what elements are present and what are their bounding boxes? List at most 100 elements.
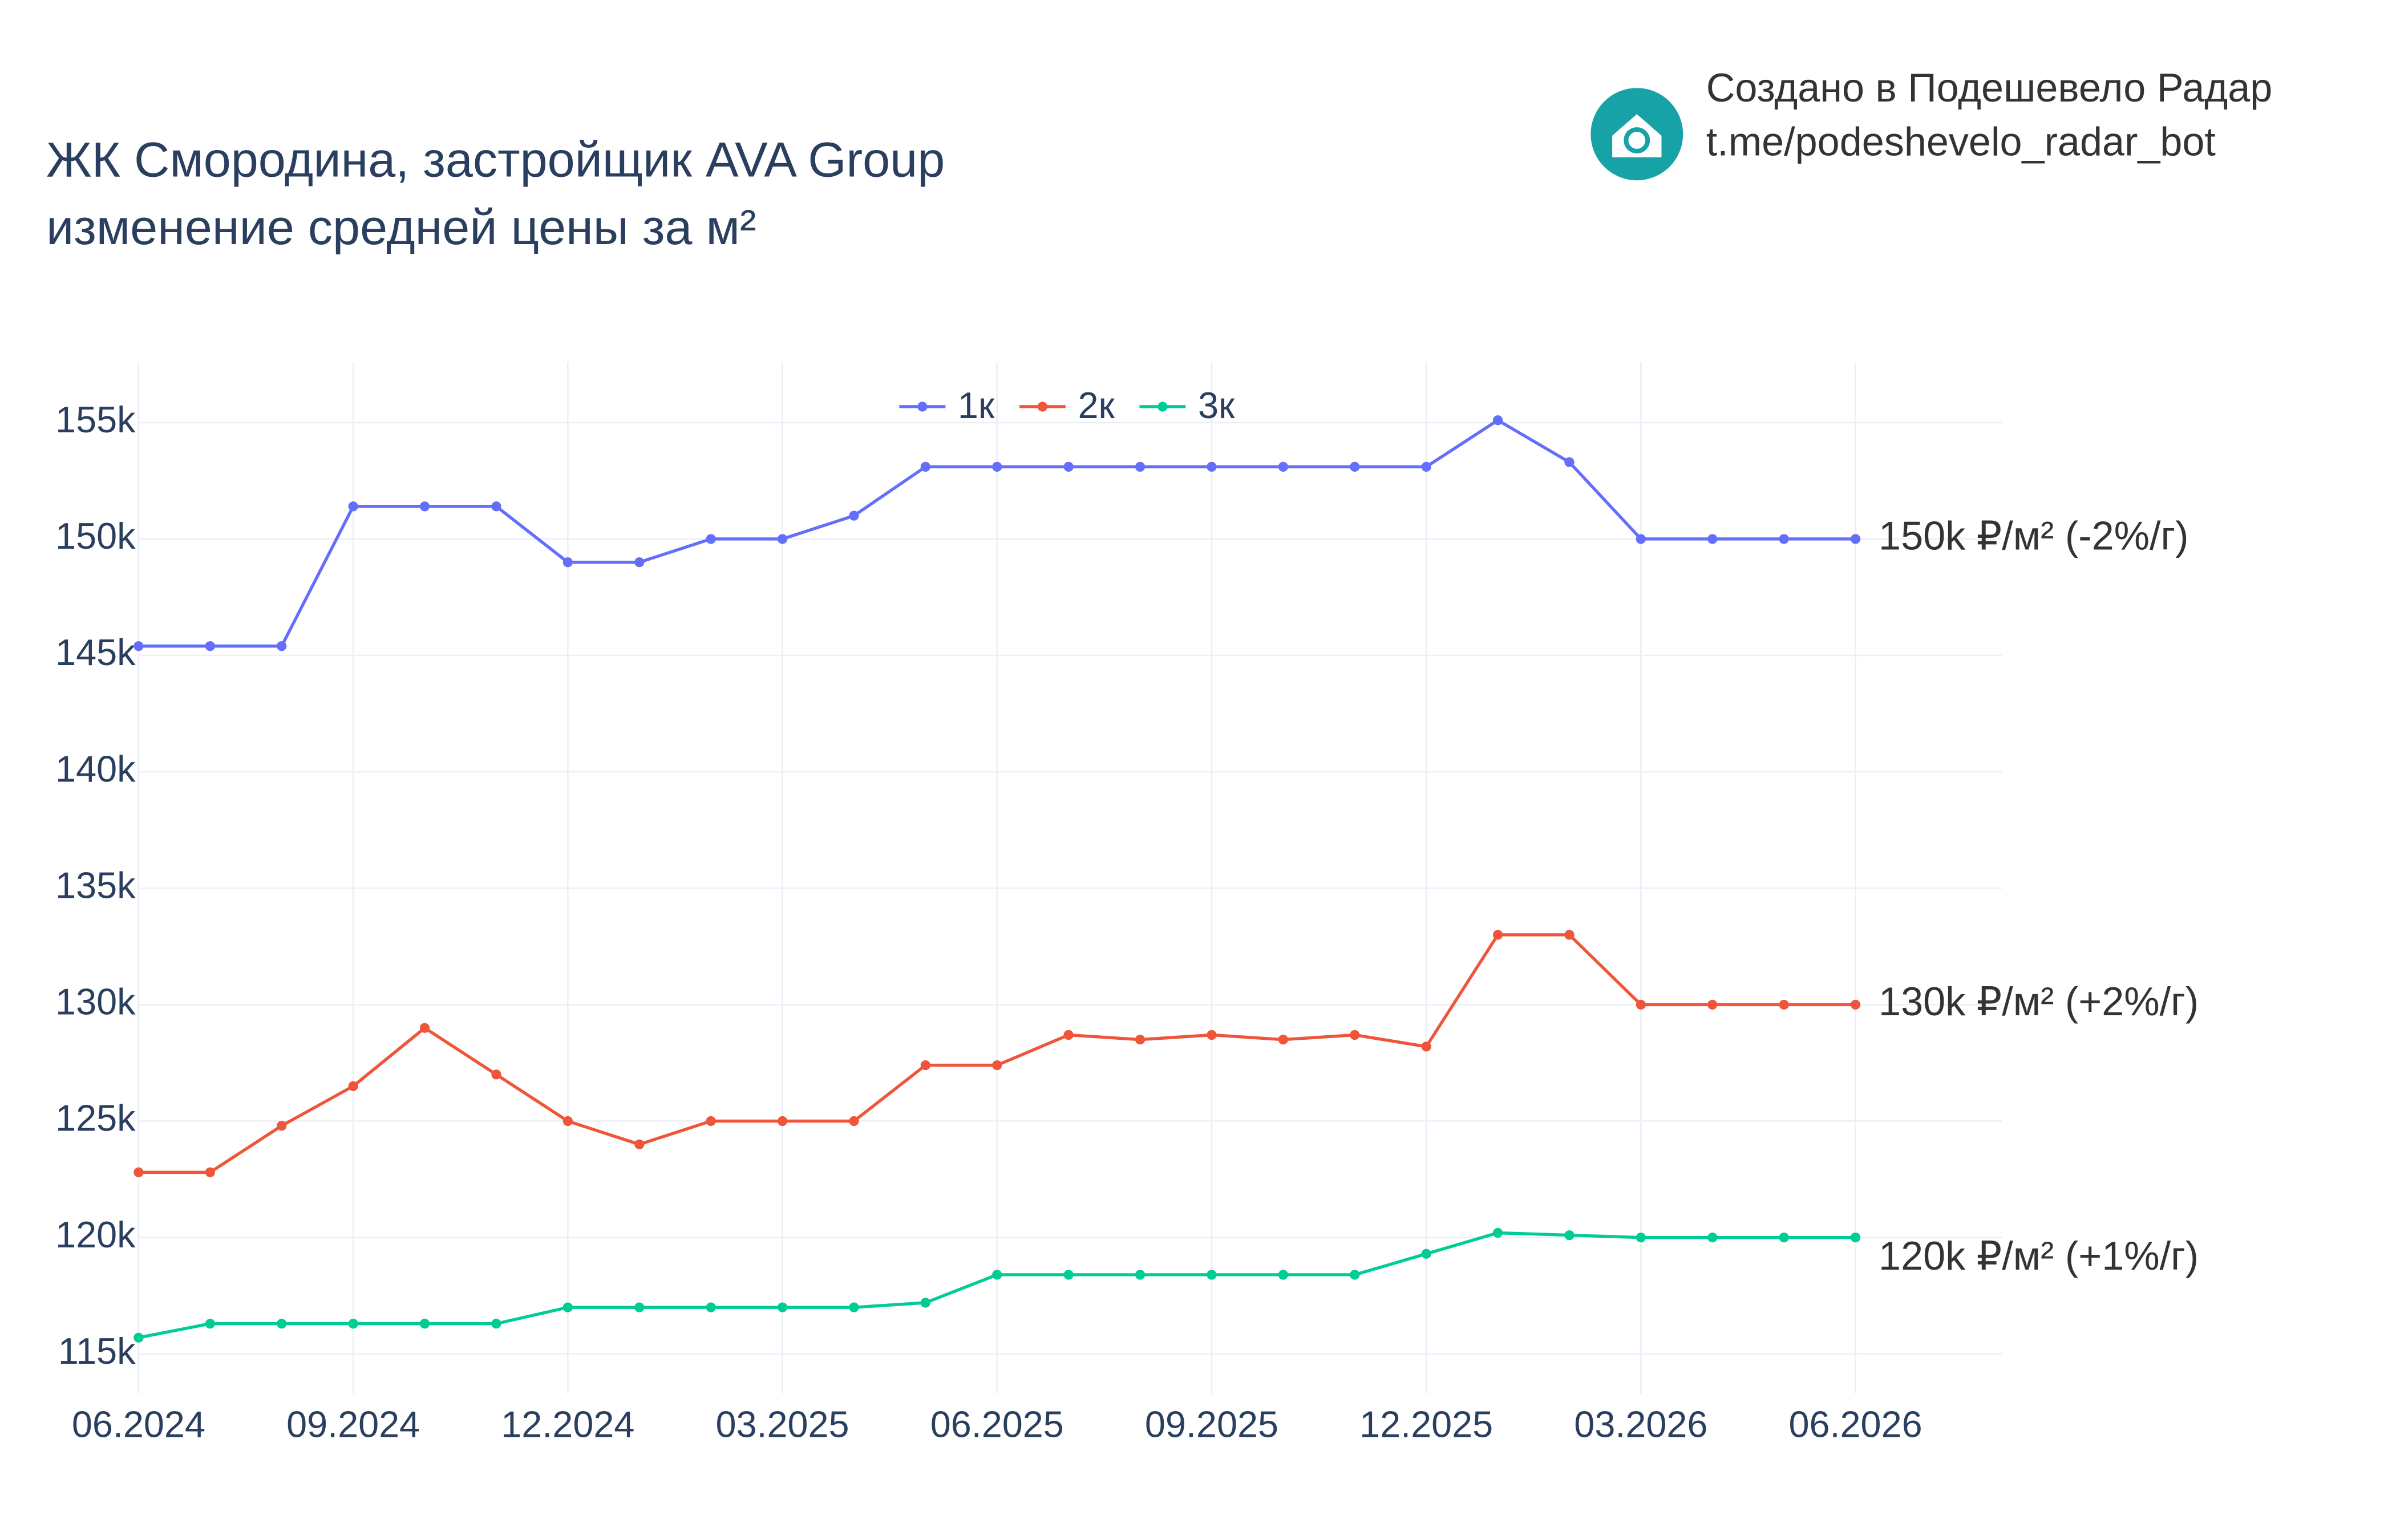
legend-label: 2к	[1078, 384, 1115, 426]
data-point	[1707, 999, 1718, 1010]
data-point	[419, 1023, 430, 1033]
data-point	[419, 1319, 430, 1329]
data-point	[1850, 534, 1861, 544]
data-point	[1421, 1041, 1431, 1052]
data-point	[1779, 999, 1789, 1010]
logo-house	[1612, 114, 1662, 157]
data-point	[1350, 461, 1360, 472]
data-point	[634, 557, 645, 568]
logo-gauge	[1624, 127, 1650, 153]
data-point	[1707, 534, 1718, 544]
data-point	[133, 641, 144, 651]
data-point	[706, 1302, 716, 1312]
data-point	[1350, 1270, 1360, 1280]
data-point	[205, 1167, 215, 1178]
data-point	[1207, 1270, 1217, 1280]
x-tick-label: 03.2025	[715, 1404, 849, 1445]
data-point	[920, 1298, 930, 1308]
data-point	[777, 1302, 788, 1312]
data-point	[348, 1081, 358, 1091]
legend-label: 3к	[1198, 384, 1235, 426]
data-point	[277, 1319, 287, 1329]
data-point	[849, 1116, 859, 1126]
data-point	[992, 1270, 1002, 1280]
x-tick-label: 06.2026	[1789, 1404, 1923, 1445]
x-tick-label: 09.2025	[1145, 1404, 1278, 1445]
data-point	[1063, 1030, 1074, 1040]
x-tick-label: 06.2025	[930, 1404, 1064, 1445]
legend: 1к 2к 3к	[899, 384, 1235, 426]
data-point	[634, 1139, 645, 1150]
data-point	[1492, 1227, 1503, 1238]
data-point	[1421, 461, 1431, 472]
data-point	[1636, 534, 1646, 544]
legend-marker	[1157, 402, 1168, 412]
data-point	[706, 1116, 716, 1126]
data-point	[1063, 461, 1074, 472]
data-point	[1278, 1035, 1288, 1045]
data-point	[1278, 1270, 1288, 1280]
legend-marker	[917, 402, 928, 412]
logo	[1590, 88, 1683, 181]
data-point	[1779, 534, 1789, 544]
data-point	[1564, 930, 1575, 940]
data-point	[1350, 1030, 1360, 1040]
data-point	[1421, 1249, 1431, 1259]
x-tick-label: 12.2024	[501, 1404, 634, 1445]
data-point	[133, 1332, 144, 1343]
end-label: 150k ₽/м² (-2%/г)	[1879, 513, 2188, 558]
y-tick-label: 145k	[55, 631, 136, 673]
data-point	[1135, 1035, 1146, 1045]
data-point	[277, 1121, 287, 1131]
y-tick-label: 155k	[55, 399, 136, 440]
data-point	[1278, 461, 1288, 472]
data-point	[1564, 457, 1575, 467]
data-point	[562, 1302, 573, 1312]
data-point	[849, 1302, 859, 1312]
branding-line: t.me/podeshevelo_radar_bot	[1706, 119, 2216, 164]
data-point	[992, 461, 1002, 472]
data-point	[1636, 999, 1646, 1010]
x-tick-label: 03.2026	[1574, 1404, 1707, 1445]
data-point	[1135, 1270, 1146, 1280]
legend-marker	[1037, 402, 1048, 412]
x-tick-label: 12.2025	[1359, 1404, 1493, 1445]
data-point	[920, 461, 930, 472]
data-point	[634, 1302, 645, 1312]
data-point	[1636, 1233, 1646, 1243]
y-tick-label: 120k	[55, 1214, 136, 1255]
branding-line: Создано в Подешевело Радар	[1706, 65, 2273, 110]
data-point	[1850, 1233, 1861, 1243]
data-point	[562, 557, 573, 568]
data-point	[1707, 1233, 1718, 1243]
data-point	[419, 501, 430, 512]
data-point	[1207, 461, 1217, 472]
data-point	[277, 641, 287, 651]
data-point	[777, 534, 788, 544]
data-point	[348, 1319, 358, 1329]
y-tick-label: 130k	[55, 981, 136, 1023]
data-point	[205, 1319, 215, 1329]
data-point	[348, 501, 358, 512]
data-point	[1207, 1030, 1217, 1040]
chart-title: ЖК Смородина, застройщик AVA Group	[46, 132, 945, 187]
data-point	[491, 1319, 501, 1329]
y-tick-label: 125k	[55, 1097, 136, 1139]
data-point	[1564, 1230, 1575, 1241]
data-point	[1492, 930, 1503, 940]
data-point	[205, 641, 215, 651]
data-point	[1850, 999, 1861, 1010]
data-point	[1135, 461, 1146, 472]
data-point	[992, 1060, 1002, 1071]
y-tick-label: 140k	[55, 748, 136, 789]
x-tick-label: 09.2024	[286, 1404, 420, 1445]
data-point	[849, 510, 859, 521]
data-point	[1779, 1233, 1789, 1243]
data-point	[133, 1167, 144, 1178]
data-point	[491, 1069, 501, 1080]
y-tick-label: 115k	[58, 1330, 136, 1372]
data-point	[920, 1060, 930, 1071]
data-point	[1492, 415, 1503, 425]
